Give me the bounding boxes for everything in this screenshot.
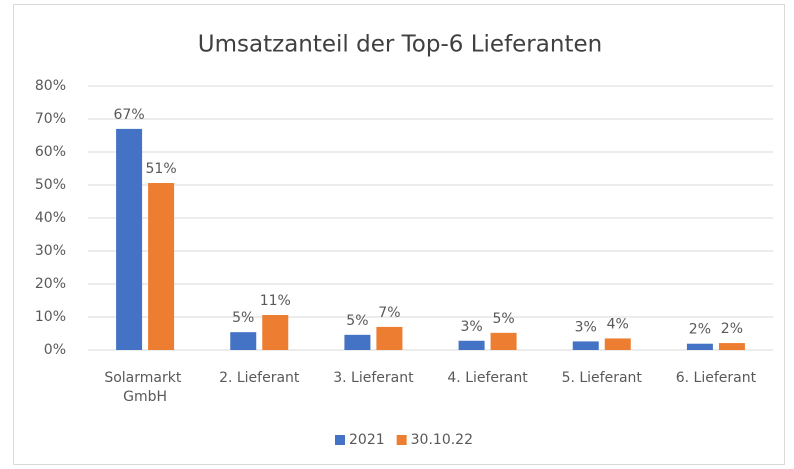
value-label: 67% bbox=[114, 107, 145, 123]
legend-label: 30.10.22 bbox=[411, 432, 473, 448]
y-tick-label: 70% bbox=[35, 111, 66, 127]
x-tick-label: 5. Lieferant bbox=[562, 370, 643, 386]
legend-swatch bbox=[396, 435, 407, 445]
bar bbox=[490, 332, 517, 350]
y-tick-label: 10% bbox=[35, 309, 66, 325]
x-tick-label: 6. Lieferant bbox=[676, 370, 757, 386]
value-label: 4% bbox=[607, 316, 629, 332]
x-tick-label: 2. Lieferant bbox=[219, 370, 300, 386]
value-label: 2% bbox=[689, 322, 711, 338]
value-label: 7% bbox=[378, 305, 400, 321]
value-label: 3% bbox=[460, 319, 482, 335]
bar bbox=[604, 338, 631, 350]
legend-label: 2021 bbox=[349, 432, 385, 448]
value-label: 5% bbox=[232, 310, 254, 326]
bar bbox=[458, 340, 485, 350]
y-tick-label: 40% bbox=[35, 210, 66, 226]
bar bbox=[376, 326, 403, 350]
y-tick-label: 20% bbox=[35, 276, 66, 292]
value-label: 51% bbox=[146, 161, 177, 177]
y-tick-label: 50% bbox=[35, 177, 66, 193]
y-tick-label: 80% bbox=[35, 78, 66, 94]
bar bbox=[116, 128, 143, 350]
x-tick-label: Solarmarkt GmbH bbox=[104, 370, 185, 405]
y-tick-label: 0% bbox=[44, 342, 66, 358]
value-label: 5% bbox=[492, 311, 514, 327]
value-label: 2% bbox=[721, 321, 743, 337]
value-label: 5% bbox=[346, 313, 368, 329]
bar bbox=[148, 183, 175, 350]
value-label: 11% bbox=[260, 293, 291, 309]
legend-swatch bbox=[335, 435, 345, 445]
bar bbox=[344, 334, 371, 350]
bar bbox=[686, 343, 713, 350]
chart-title: Umsatzanteil der Top-6 Lieferanten bbox=[198, 32, 602, 58]
y-tick-label: 60% bbox=[35, 144, 66, 160]
bar bbox=[572, 341, 599, 350]
x-tick-label: 3. Lieferant bbox=[333, 370, 414, 386]
x-tick-label: 4. Lieferant bbox=[447, 370, 528, 386]
value-label: 3% bbox=[575, 319, 597, 335]
bar bbox=[718, 343, 745, 350]
y-tick-label: 30% bbox=[35, 243, 66, 259]
bar bbox=[262, 315, 289, 350]
bar bbox=[230, 332, 257, 350]
